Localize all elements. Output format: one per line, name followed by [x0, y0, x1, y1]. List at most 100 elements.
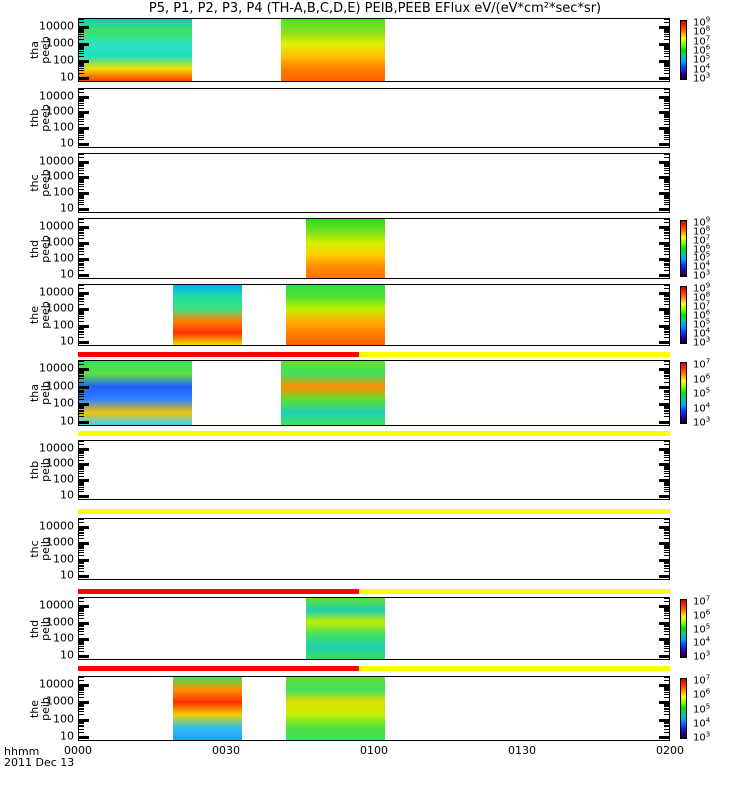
- colorbar: [680, 678, 687, 739]
- y-minor-tick: [79, 609, 84, 611]
- y-minor-tick: [79, 267, 84, 269]
- y-minor-tick: [79, 554, 84, 556]
- y-minor-tick: [79, 117, 84, 119]
- y-minor-tick: [664, 692, 669, 694]
- y-minor-tick: [664, 180, 669, 182]
- y-major-tick: [79, 59, 89, 63]
- colorbar-tick-label: 103: [693, 415, 711, 429]
- y-minor-tick: [79, 101, 84, 103]
- y-minor-tick: [664, 598, 669, 599]
- y-minor-tick: [664, 466, 669, 468]
- y-minor-tick: [79, 52, 84, 54]
- y-minor-tick: [79, 721, 84, 723]
- y-minor-tick: [79, 195, 84, 197]
- y-minor-tick: [664, 361, 669, 362]
- y-minor-tick: [664, 406, 669, 408]
- y-minor-tick: [79, 562, 84, 564]
- panel-y-label: thb peib: [28, 440, 52, 500]
- colorbar-tick-label: 105: [693, 317, 711, 331]
- y-minor-tick: [664, 680, 669, 682]
- y-minor-tick: [664, 378, 669, 380]
- y-minor-tick: [664, 130, 669, 132]
- y-minor-tick: [664, 245, 669, 247]
- y-minor-tick: [664, 330, 669, 332]
- colorbar-tick-label: 108: [693, 224, 711, 238]
- y-minor-tick: [664, 470, 669, 472]
- y-minor-tick: [79, 643, 84, 644]
- y-minor-tick: [664, 640, 669, 642]
- y-minor-tick: [664, 154, 669, 155]
- y-minor-tick: [664, 299, 669, 301]
- y-minor-tick: [664, 614, 669, 616]
- y-major-tick: [79, 76, 89, 80]
- y-minor-tick: [664, 600, 669, 602]
- y-minor-tick: [664, 568, 669, 570]
- y-minor-tick: [79, 530, 84, 532]
- spectrogram-panel-thb-peib: [78, 440, 670, 500]
- y-tick-label: 100: [53, 53, 74, 67]
- y-minor-tick: [664, 530, 669, 532]
- y-major-tick: [659, 341, 669, 345]
- y-minor-tick: [664, 723, 669, 725]
- y-minor-tick: [79, 485, 84, 487]
- y-minor-tick: [664, 315, 669, 317]
- y-minor-tick: [664, 441, 669, 442]
- y-minor-tick: [79, 694, 84, 696]
- y-minor-tick: [664, 521, 669, 523]
- spectrogram-block: [172, 677, 242, 740]
- y-major-tick: [659, 638, 669, 642]
- y-major-tick: [659, 225, 669, 229]
- status-bar-red: [78, 589, 360, 594]
- y-minor-tick: [79, 201, 84, 203]
- colorbar-tick-label: 108: [693, 290, 711, 304]
- y-minor-tick: [664, 32, 669, 34]
- y-minor-tick: [664, 69, 669, 71]
- y-major-tick: [659, 684, 669, 688]
- y-minor-tick: [79, 249, 84, 251]
- panel-y-label: thd peib: [28, 599, 52, 659]
- y-minor-tick: [79, 454, 84, 456]
- y-minor-tick: [79, 390, 84, 392]
- y-minor-tick: [79, 182, 84, 184]
- y-minor-tick: [664, 201, 669, 203]
- y-minor-tick: [664, 624, 669, 626]
- y-tick-label: 100: [53, 185, 74, 199]
- y-minor-tick: [664, 35, 669, 37]
- y-minor-tick: [79, 229, 84, 231]
- y-minor-tick: [664, 101, 669, 103]
- y-minor-tick: [79, 519, 84, 520]
- y-minor-tick: [79, 610, 84, 612]
- y-minor-tick: [79, 451, 84, 453]
- y-major-tick: [79, 718, 89, 722]
- y-minor-tick: [79, 724, 84, 726]
- y-major-tick: [79, 701, 89, 705]
- y-minor-tick: [664, 519, 669, 520]
- y-minor-tick: [664, 62, 669, 64]
- y-major-tick: [659, 718, 669, 722]
- y-minor-tick: [79, 728, 84, 730]
- panel-y-label: the peib: [28, 679, 52, 739]
- y-minor-tick: [79, 204, 84, 206]
- y-minor-tick: [664, 166, 669, 168]
- y-minor-tick: [79, 711, 84, 713]
- y-minor-tick: [664, 456, 669, 458]
- y-tick-label: 1000: [46, 615, 74, 629]
- y-minor-tick: [79, 33, 84, 35]
- y-minor-tick: [664, 443, 669, 445]
- status-bar-yellow: [359, 666, 670, 671]
- y-major-tick: [659, 274, 669, 278]
- status-bar-yellow: [78, 509, 670, 514]
- y-minor-tick: [664, 233, 669, 235]
- y-minor-tick: [664, 296, 669, 298]
- y-minor-tick: [664, 133, 669, 135]
- y-minor-tick: [79, 378, 84, 380]
- y-minor-tick: [664, 195, 669, 197]
- y-minor-tick: [79, 650, 84, 652]
- y-minor-tick: [79, 180, 84, 182]
- y-minor-tick: [664, 72, 669, 74]
- y-minor-tick: [79, 47, 84, 49]
- y-minor-tick: [79, 196, 84, 198]
- y-minor-tick: [664, 134, 669, 136]
- colorbar-tick-label: 105: [693, 52, 711, 66]
- y-minor-tick: [79, 198, 84, 200]
